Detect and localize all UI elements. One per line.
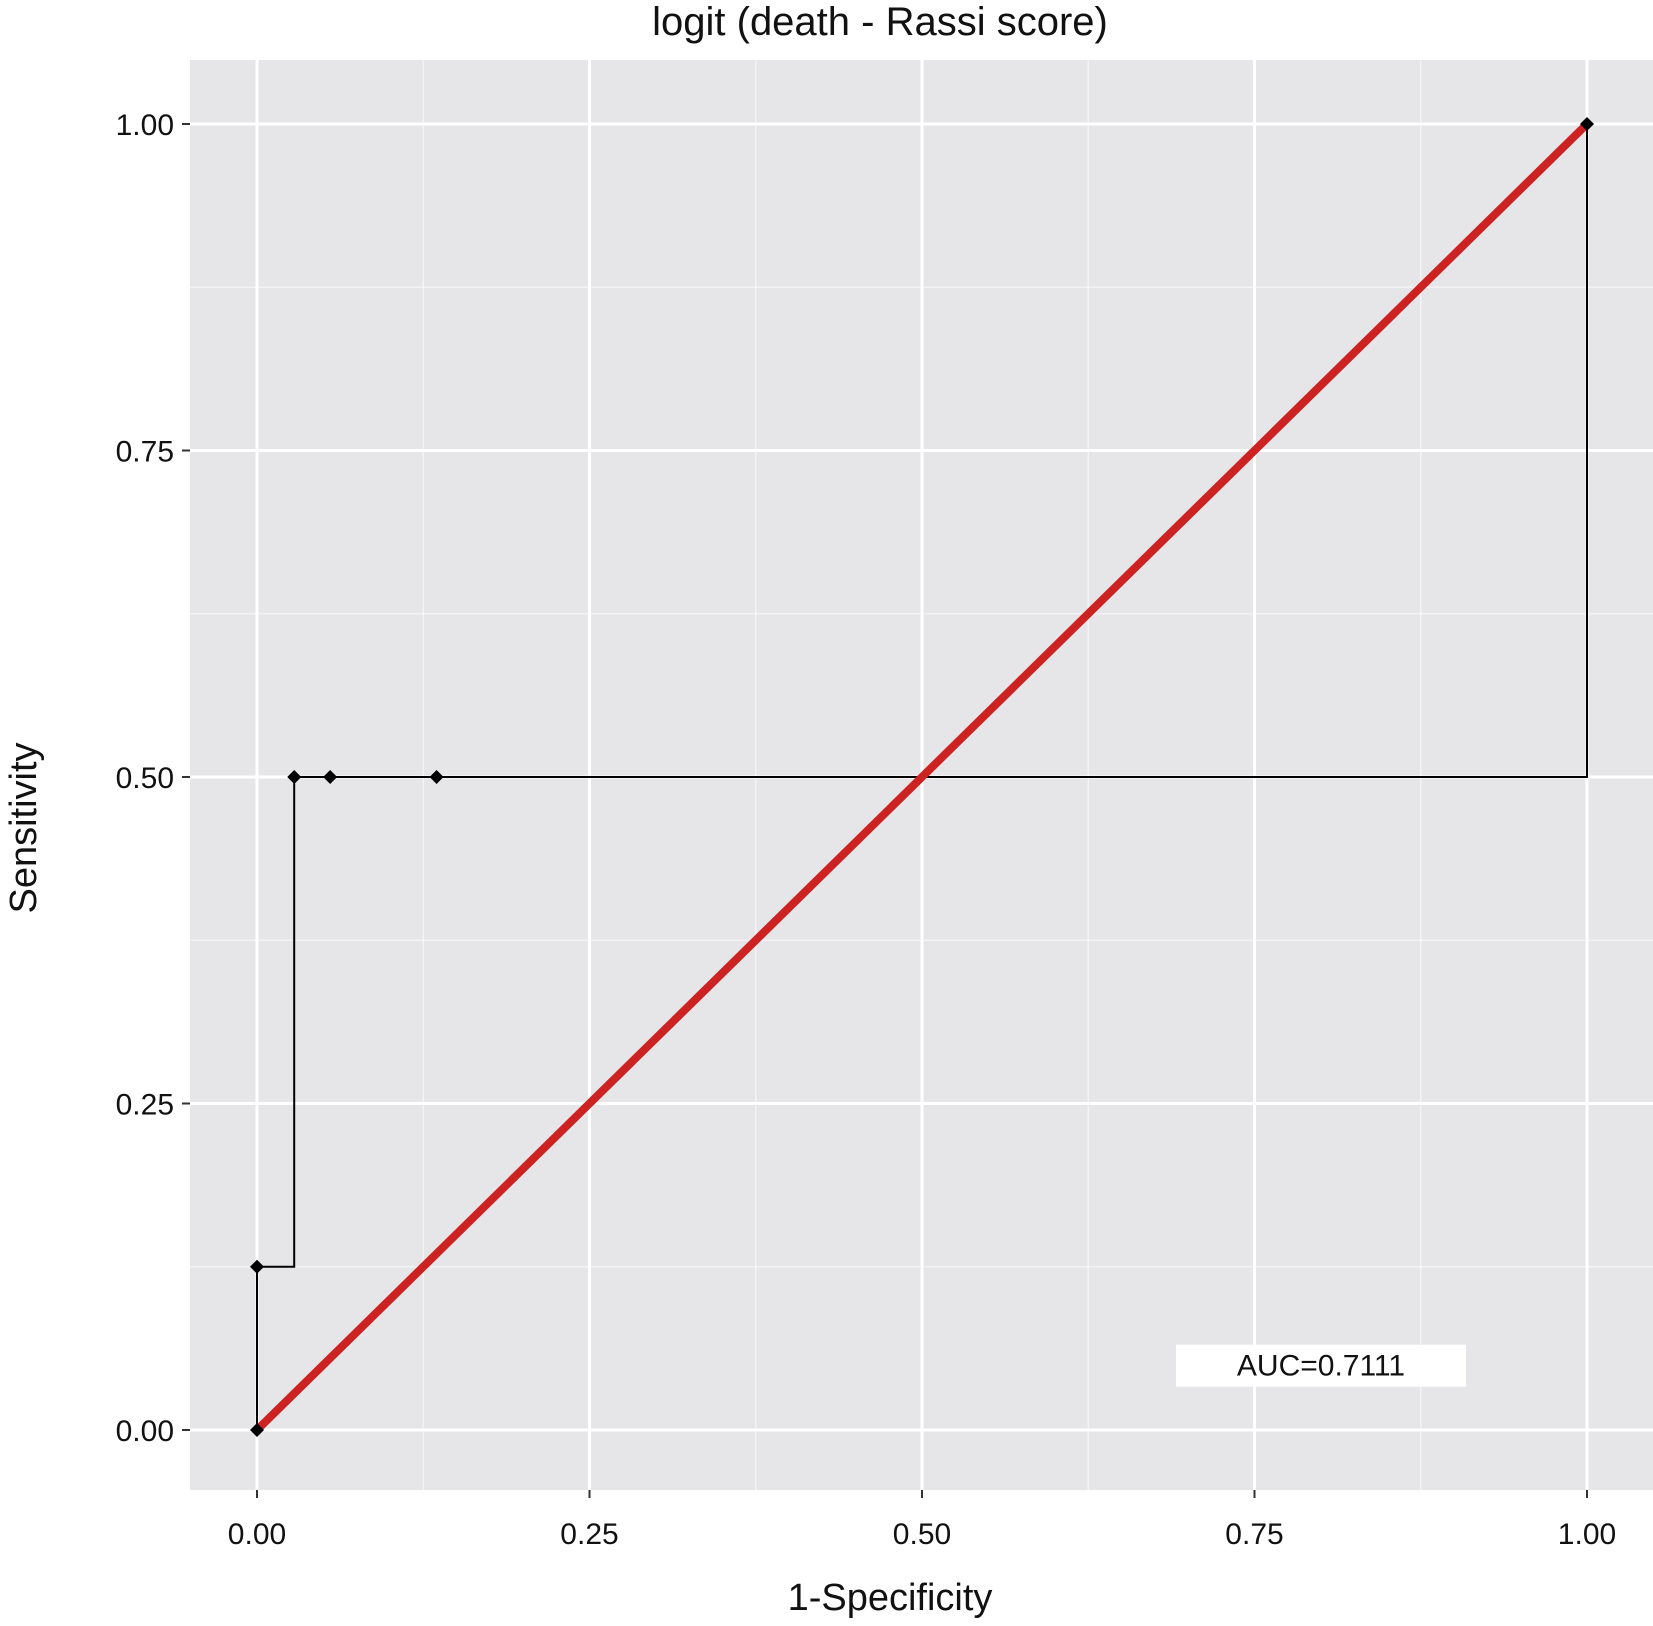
- roc-point: [429, 770, 444, 784]
- roc-point: [250, 1423, 264, 1437]
- y-tick-label: 0.50: [116, 762, 174, 795]
- x-axis-ticks: 0.00 0.25 0.50 0.75 1.00: [228, 1490, 1616, 1551]
- x-tick-label: 0.25: [560, 1518, 618, 1551]
- auc-annotation-text: AUC=0.7111: [1237, 1350, 1405, 1383]
- roc-point: [323, 770, 338, 784]
- x-tick-label: 0.75: [1225, 1518, 1283, 1551]
- y-axis-ticks: 0.00 0.25 0.50 0.75 1.00: [116, 109, 190, 1448]
- points-layer: [250, 117, 1594, 1437]
- roc-point: [287, 770, 302, 784]
- x-tick-label: 1.00: [1558, 1518, 1616, 1551]
- y-tick-label: 0.75: [116, 436, 174, 469]
- x-tick-label: 0.00: [228, 1518, 286, 1551]
- chart-title: logit (death - Rassi score): [652, 0, 1108, 44]
- y-tick-label: 1.00: [116, 109, 174, 142]
- y-axis-title: Sensitivity: [3, 742, 45, 913]
- y-tick-label: 0.25: [116, 1089, 174, 1122]
- roc-point: [1580, 117, 1594, 131]
- x-tick-label: 0.50: [893, 1518, 951, 1551]
- auc-annotation: AUC=0.7111: [1176, 1344, 1466, 1387]
- y-tick-label: 0.00: [116, 1415, 174, 1448]
- reference-diagonal-line: [254, 121, 1590, 1433]
- x-axis-title: 1-Specificity: [788, 1577, 993, 1619]
- roc-point: [250, 1259, 264, 1274]
- auc-annotation-box: [1176, 1344, 1466, 1387]
